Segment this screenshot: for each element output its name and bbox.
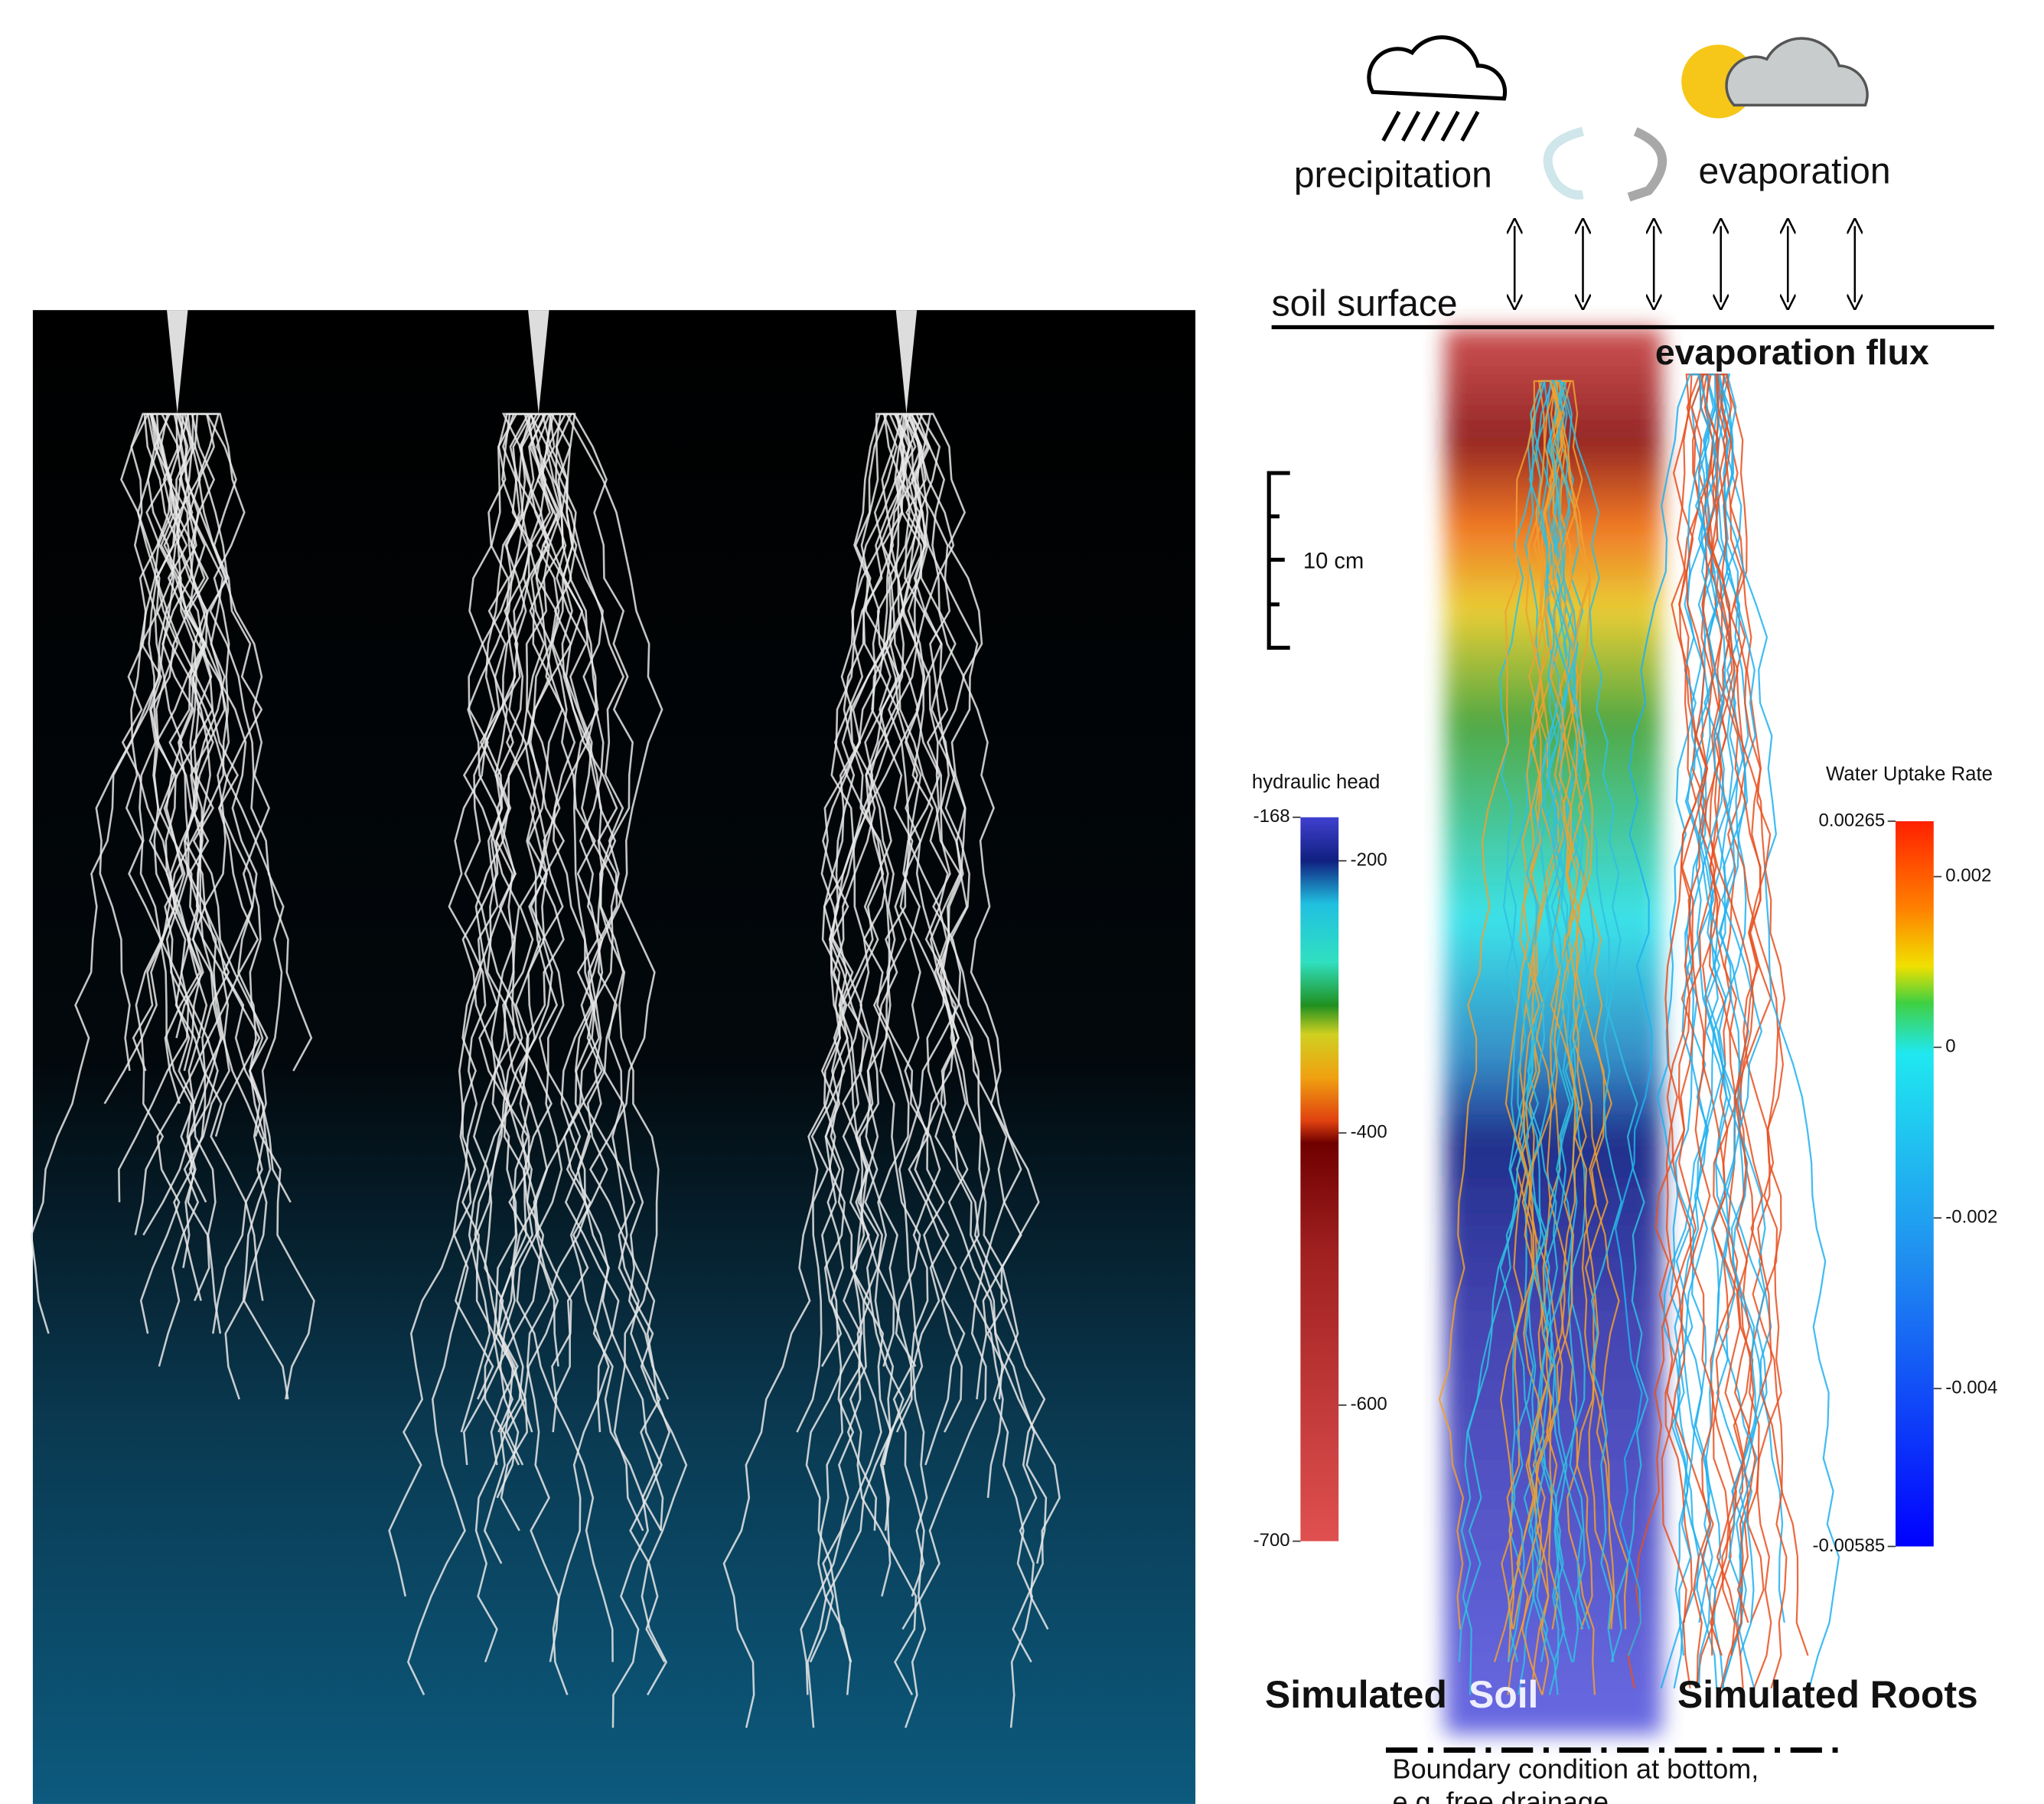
scale-bar-label: 10 cm	[1303, 549, 1364, 573]
precipitation-label: precipitation	[1294, 155, 1492, 196]
evaporation-label: evaporation	[1699, 150, 1891, 191]
colorbar-tick-label: -600	[1351, 1394, 1387, 1414]
colorbar-tick-label: -700	[1253, 1530, 1290, 1551]
root-photo	[33, 310, 1195, 1804]
colorbar	[1300, 817, 1338, 1541]
caption: Simulated Roots	[1677, 1673, 1978, 1716]
flux-arrows	[1514, 226, 1855, 302]
boundary-text: Boundary condition at bottom,	[1393, 1753, 1759, 1785]
colorbar-tick-label: 0	[1945, 1036, 1955, 1057]
evaporation-flux-label: evaporation flux	[1655, 332, 1929, 372]
colorbar-tick-label: -200	[1351, 850, 1387, 870]
caption: Soil	[1469, 1673, 1538, 1716]
colorbar-tick-label: -0.004	[1945, 1378, 1997, 1398]
colorbar-title: Water Uptake Rate	[1826, 764, 1993, 785]
colorbar-title: hydraulic head	[1252, 772, 1380, 793]
colorbar-tick-label: -0.00585	[1812, 1535, 1885, 1556]
cycle-arrows	[1548, 132, 1662, 197]
colorbar-tick-label: 0.00265	[1818, 810, 1885, 830]
figure: precipitation evaporation soil surface e…	[0, 0, 2044, 1804]
colorbar-tick-label: -168	[1253, 806, 1290, 827]
colorbar-tick-label: -0.002	[1945, 1207, 1997, 1228]
colorbar	[1896, 821, 1934, 1547]
scale-bar	[1269, 473, 1289, 648]
soil-surface-label: soil surface	[1272, 283, 1458, 325]
colorbar-tick-label: 0.002	[1945, 866, 1991, 886]
caption: Simulated	[1265, 1673, 1447, 1716]
boundary-text: e.g. free drainage	[1393, 1786, 1609, 1804]
precipitation-cloud	[1369, 38, 1505, 141]
colorbar-tick-label: -400	[1351, 1122, 1387, 1143]
sun-cloud	[1681, 38, 1867, 118]
